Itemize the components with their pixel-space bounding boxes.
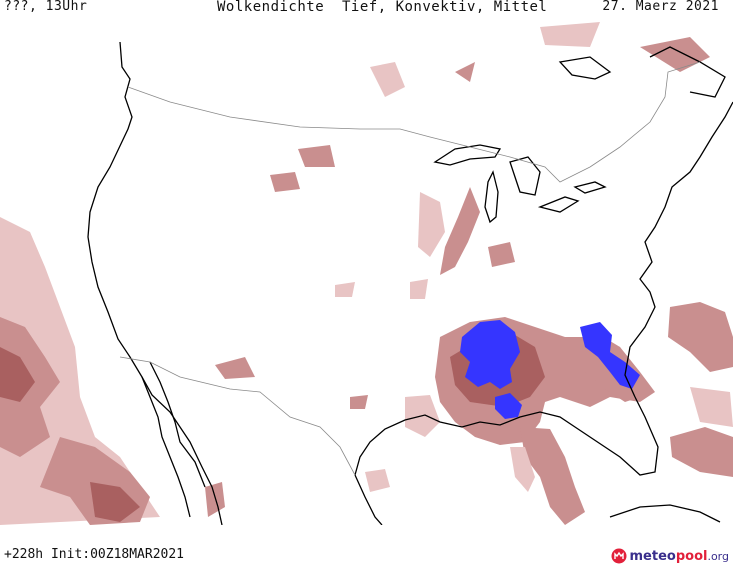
meteopool-logo-icon: [611, 548, 626, 564]
map-background: [0, 17, 733, 525]
border-layer: [119, 61, 701, 476]
cloud-region-mexico2: [205, 482, 225, 517]
convective-core-gulf-coast: [495, 393, 522, 419]
brand-name-accent: pool: [675, 548, 708, 564]
cloud-region-plains5: [488, 242, 515, 267]
cloud-region-plains: [440, 187, 480, 275]
hudson-shore: [558, 56, 612, 80]
brand-name-main: meteo: [629, 548, 676, 564]
cloud-region-plains2: [418, 192, 445, 257]
coast-pacific-west: [87, 41, 223, 525]
cloud-region-gulf-south: [520, 427, 585, 525]
lake-superior: [433, 144, 502, 166]
cloud-region-canada4: [640, 37, 710, 72]
convective-core-mississippi: [460, 320, 520, 389]
cloud-region-mexico: [365, 469, 390, 492]
lake-michigan: [484, 170, 499, 224]
cloud-region-gulf-south2: [510, 447, 535, 492]
maritime-coast: [649, 46, 726, 98]
cloud-region-canada3: [540, 22, 600, 47]
border-us-canada: [127, 61, 701, 183]
coastline-layer: [87, 41, 733, 525]
lake-huron: [509, 156, 541, 196]
cloud-density-map: [0, 17, 733, 525]
cloud-region-canada2: [455, 62, 475, 82]
coast-baja-inner: [149, 361, 206, 488]
cloud-region-canada: [370, 62, 405, 97]
forecast-time-label: ???, 13Uhr: [4, 0, 88, 14]
cloud-region-caribbean: [670, 427, 733, 477]
map-title: Wolkendichte Tief, Konvektiv, Mittel: [217, 0, 548, 15]
coast-cuba: [609, 504, 721, 523]
lake-ontario: [573, 181, 607, 194]
coast-baja: [141, 376, 191, 518]
model-run-info: +228h Init:00Z18MAR2021: [4, 547, 185, 562]
cloud-region-pacific-core2: [90, 482, 140, 522]
cloud-region-atlantic: [668, 302, 733, 372]
brand-tld: .org: [707, 549, 729, 563]
cloud-region-plains7: [335, 282, 355, 297]
meteopool-brand[interactable]: meteo pool .org: [611, 548, 729, 564]
cloud-region-texas-w2: [350, 395, 368, 409]
cloud-region-plains3: [298, 145, 335, 167]
cloud-region-plains6: [410, 279, 428, 299]
coast-atlantic: [624, 101, 733, 398]
cloud-region-texas-w: [215, 357, 255, 379]
cloud-region-pacific-core: [0, 347, 35, 402]
cloud-density-layer: [0, 22, 733, 525]
forecast-date: 27. Maerz 2021: [602, 0, 719, 14]
cloud-region-pacific: [0, 217, 160, 525]
coast-mexico-east: [354, 474, 383, 525]
coast-gulf: [354, 396, 659, 476]
cloud-region-plains4: [270, 172, 300, 192]
lake-erie: [537, 196, 580, 213]
border-us-mexico: [119, 356, 356, 476]
cloud-region-atlantic2: [690, 387, 733, 427]
